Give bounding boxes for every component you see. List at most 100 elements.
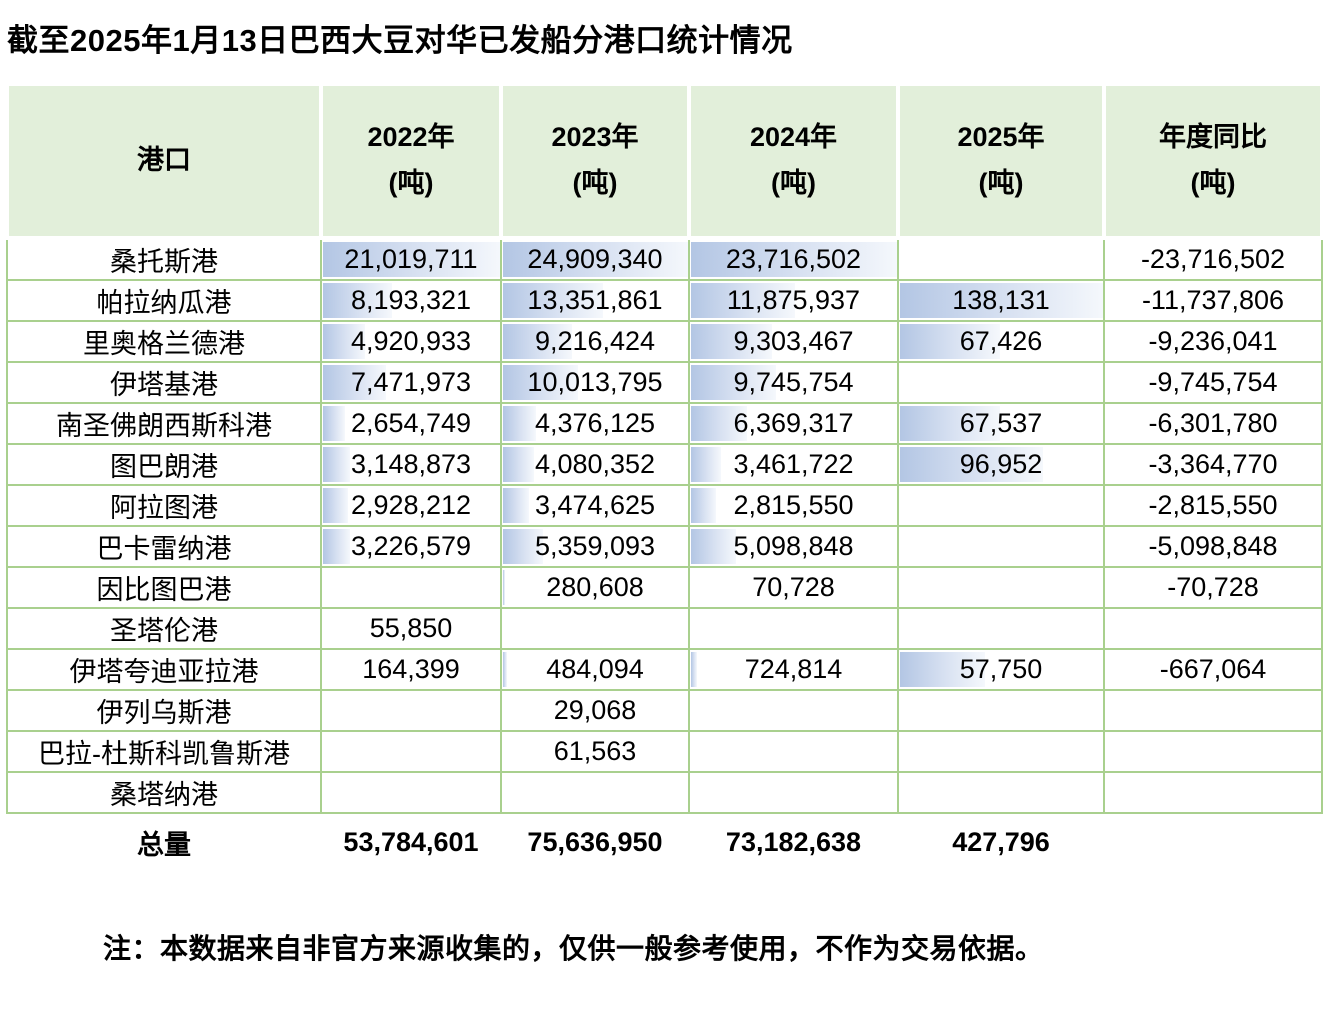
total-value: 53,784,601 (321, 813, 501, 867)
port-row: 伊塔基港 7,471,973 10,013,795 9,745,754 -9,745,7… (6, 361, 1323, 404)
port-row: 因比图巴港 280,608 70,728 -70,728 (6, 566, 1323, 609)
port-row: 帕拉纳瓜港 8,193,321 13,351,861 11,875,937 138,13… (6, 279, 1323, 322)
data-bar (323, 365, 387, 400)
data-bar (691, 324, 773, 359)
data-bar (503, 652, 507, 687)
data-bar (900, 406, 1000, 441)
value-cell: 3,148,873 (320, 443, 502, 486)
value-cell: 96,952 (897, 443, 1105, 486)
data-bar (900, 447, 1044, 482)
value-cell: 24,909,340 (500, 237, 690, 281)
value-cell (688, 607, 899, 650)
value-cell (1103, 689, 1323, 732)
value-cell: 724,814 (688, 648, 899, 691)
port-name: 因比图巴港 (6, 566, 322, 609)
port-name: 伊塔基港 (6, 361, 322, 404)
value-cell: -23,716,502 (1103, 237, 1323, 281)
value-cell: 55,850 (320, 607, 502, 650)
data-bar (323, 324, 365, 359)
data-bar (503, 488, 529, 523)
ports-table: 港口 2022年 (吨) 2023年 (吨) 2024年 (吨) 2025年 (吨) 年度同比 (吨… (5, 82, 1324, 867)
column-header: 港口 (5, 82, 323, 240)
value-cell: 57,750 (897, 648, 1105, 691)
data-bar (691, 242, 896, 277)
value-cell: 23,716,502 (688, 237, 899, 281)
value-cell: -11,737,806 (1103, 279, 1323, 322)
data-bar (323, 488, 348, 523)
port-name: 图巴朗港 (6, 443, 322, 486)
value-cell: -667,064 (1103, 648, 1323, 691)
data-bar (691, 529, 736, 564)
value-cell: -2,815,550 (1103, 484, 1323, 527)
value-cell (320, 771, 502, 814)
value-cell: 7,471,973 (320, 361, 502, 404)
value-cell (1103, 771, 1323, 814)
value-cell (897, 771, 1105, 814)
column-header: 年度同比 (吨) (1102, 82, 1324, 240)
port-name: 南圣佛朗西斯科港 (6, 402, 322, 445)
port-row: 伊列乌斯港 29,068 (6, 689, 1323, 732)
value-cell: 138,131 (897, 279, 1105, 322)
value-cell (320, 566, 502, 609)
port-row: 阿拉图港 2,928,212 3,474,625 2,815,550 -2,815,55… (6, 484, 1323, 527)
column-header: 2025年 (吨) (896, 82, 1106, 240)
page: 截至2025年1月13日巴西大豆对华已发船分港口统计情况 港口 2022年 (吨) 2… (5, 23, 1324, 964)
value-cell: 164,399 (320, 648, 502, 691)
data-bar (323, 529, 351, 564)
value-cell: 13,351,861 (500, 279, 690, 322)
value-cell: 3,461,722 (688, 443, 899, 486)
value-cell: 280,608 (500, 566, 690, 609)
value-cell: 70,728 (688, 566, 899, 609)
value-cell: -9,745,754 (1103, 361, 1323, 404)
value-cell: 67,426 (897, 320, 1105, 363)
data-bar (691, 365, 777, 400)
value-cell: 67,537 (897, 402, 1105, 445)
data-bar (323, 406, 346, 441)
data-bar (900, 652, 986, 687)
value-cell: 4,376,125 (500, 402, 690, 445)
port-row: 巴拉-杜斯科凯鲁斯港 61,563 (6, 730, 1323, 773)
data-bar (503, 324, 572, 359)
value-cell: 8,193,321 (320, 279, 502, 322)
data-bar (503, 242, 687, 277)
port-row: 里奥格兰德港 4,920,933 9,216,424 9,303,467 67,426-… (6, 320, 1323, 363)
value-cell (500, 771, 690, 814)
value-cell: 2,928,212 (320, 484, 502, 527)
port-row: 桑塔纳港 (6, 771, 1323, 814)
total-label: 总量 (7, 813, 321, 867)
value-cell: -9,236,041 (1103, 320, 1323, 363)
value-cell: 6,369,317 (688, 402, 899, 445)
value-cell: -5,098,848 (1103, 525, 1323, 568)
value-cell: 2,815,550 (688, 484, 899, 527)
column-header: 2024年 (吨) (687, 82, 900, 240)
table-header-row: 港口 2022年 (吨) 2023年 (吨) 2024年 (吨) 2025年 (吨) 年度同比 (吨… (5, 82, 1324, 240)
port-name: 伊列乌斯港 (6, 689, 322, 732)
data-bar (503, 570, 506, 605)
data-bar (503, 365, 578, 400)
total-value: 73,182,638 (689, 813, 898, 867)
total-value (1104, 813, 1322, 867)
port-name: 圣塔伦港 (6, 607, 322, 650)
value-cell: 3,226,579 (320, 525, 502, 568)
value-cell: 484,094 (500, 648, 690, 691)
port-row: 桑托斯港 21,019,711 24,909,340 23,716,502 -23,71… (6, 237, 1323, 281)
data-bar (691, 488, 716, 523)
total-value: 75,636,950 (501, 813, 689, 867)
value-cell: 2,654,749 (320, 402, 502, 445)
value-cell: 4,080,352 (500, 443, 690, 486)
data-bar (323, 242, 499, 277)
data-bar (900, 283, 1102, 318)
value-cell: 11,875,937 (688, 279, 899, 322)
port-name: 伊塔夸迪亚拉港 (6, 648, 322, 691)
port-name: 巴拉-杜斯科凯鲁斯港 (6, 730, 322, 773)
value-cell (897, 607, 1105, 650)
data-bar (503, 406, 536, 441)
value-cell: 3,474,625 (500, 484, 690, 527)
value-cell (897, 525, 1105, 568)
port-row: 巴卡雷纳港 3,226,579 5,359,093 5,098,848 -5,098,8… (6, 525, 1323, 568)
value-cell: 9,745,754 (688, 361, 899, 404)
value-cell (320, 730, 502, 773)
data-bar (503, 447, 534, 482)
value-cell (1103, 607, 1323, 650)
value-cell (688, 730, 899, 773)
